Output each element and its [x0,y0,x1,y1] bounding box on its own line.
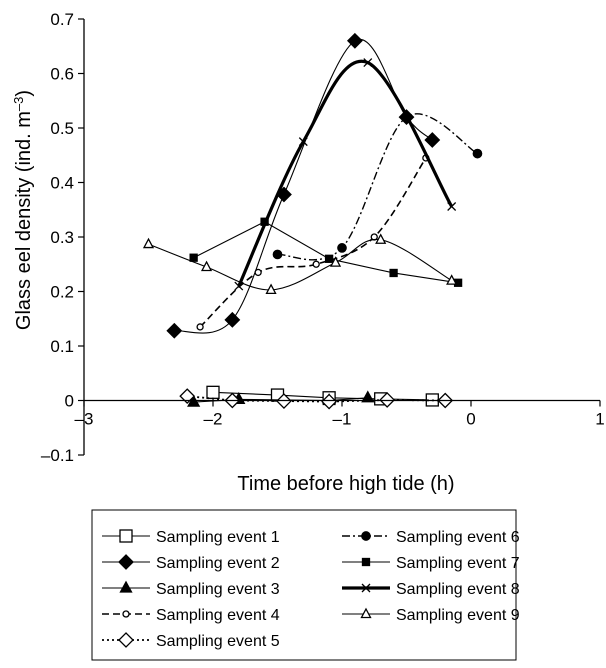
data-point-sampling-event-5 [321,393,338,410]
y-tick-label: 0.1 [50,337,74,356]
legend-marker-sampling-event-1 [119,529,133,543]
series-sampling-event-9 [142,233,458,295]
series-line-sampling-event-6 [277,113,478,261]
legend-marker-sampling-event-4 [122,610,130,618]
data-point-sampling-event-2 [166,322,183,339]
legend-item-sampling-event-2: Sampling event 2 [102,554,280,572]
legend-marker-sampling-event-5 [118,632,134,648]
legend-marker-sampling-event-8 [361,583,371,593]
legend-label-sampling-event-8: Sampling event 8 [396,581,520,598]
legend-marker-sampling-event-6 [361,531,371,541]
y-tick-label: 0.7 [50,10,74,29]
y-axis-title: Glass eel density (ind. m–3) [11,90,36,330]
series-line-sampling-event-4 [199,157,427,328]
y-tick-label: –0.1 [41,446,74,465]
data-point-sampling-event-2 [346,32,363,49]
legend-label-sampling-event-7: Sampling event 7 [396,555,520,572]
data-point-sampling-event-9 [142,237,155,249]
data-point-sampling-event-9 [329,256,342,267]
data-point-sampling-event-9 [375,233,387,244]
data-point-sampling-event-2 [424,132,441,148]
data-point-sampling-event-6 [472,148,483,159]
legend-label-sampling-event-1: Sampling event 1 [156,529,280,546]
legend-item-sampling-event-8: Sampling event 8 [342,581,520,598]
legend-label-sampling-event-9: Sampling event 9 [396,607,520,624]
legend-box [91,509,517,661]
x-axis-title: Time before high tide (h) [237,473,454,495]
data-point-sampling-event-7 [389,268,398,278]
y-tick-label: 0.3 [50,228,74,247]
data-point-sampling-event-6 [337,243,347,253]
legend-item-sampling-event-9: Sampling event 9 [342,607,520,624]
x-tick-label: –2 [204,410,223,429]
data-point-sampling-event-5 [179,388,196,405]
series-line-sampling-event-9 [148,238,452,291]
y-axis-title-superscript: –3 [11,97,26,111]
series-sampling-event-5 [179,388,454,410]
axes: –0.1 0 0.1 0.2 0.3 0.4 0.5 0.6 0.7 –3 –2 –1 0 1 [41,10,605,465]
legend-label-sampling-event-3: Sampling event 3 [156,581,280,598]
legend: Sampling event 1 Sampling event 2 Sampling… [91,509,520,661]
legend-label-sampling-event-5: Sampling event 5 [156,633,280,650]
legend-item-sampling-event-5: Sampling event 5 [102,632,280,650]
legend-item-sampling-event-3: Sampling event 3 [102,580,280,598]
data-point-sampling-event-2 [224,311,241,328]
y-tick-label: 0.6 [50,65,74,84]
data-point-sampling-event-4 [196,323,204,331]
data-point-sampling-event-4 [254,268,262,277]
data-point-sampling-event-6 [272,249,283,260]
legend-marker-sampling-event-9 [360,607,372,619]
legend-label-sampling-event-6: Sampling event 6 [396,529,520,546]
x-tick-label: 1 [595,410,604,429]
legend-marker-sampling-event-7 [361,557,371,567]
plot-area [142,32,483,410]
data-point-sampling-event-9 [265,283,277,295]
series-sampling-event-2 [166,32,441,339]
legend-item-sampling-event-1: Sampling event 1 [102,529,280,546]
legend-item-sampling-event-7: Sampling event 7 [342,555,520,572]
legend-label-sampling-event-4: Sampling event 4 [156,607,280,624]
y-tick-label: 0.5 [50,119,74,138]
data-point-sampling-event-3 [361,390,375,403]
x-tick-label: –3 [75,410,94,429]
data-point-sampling-event-7 [324,254,334,263]
data-point-sampling-event-7 [189,253,198,262]
data-point-sampling-event-8 [447,202,457,211]
y-axis-title-close: ) [13,90,35,97]
data-point-sampling-event-9 [200,260,213,272]
series-line-sampling-event-7 [193,221,459,284]
x-tick-label: –1 [333,410,352,429]
series-sampling-event-8 [234,58,457,291]
data-point-sampling-event-8 [298,137,308,147]
data-point-sampling-event-1 [206,385,220,399]
data-point-sampling-event-9 [446,274,458,285]
y-tick-label: 0.2 [50,283,74,302]
legend-label-sampling-event-2: Sampling event 2 [156,555,280,572]
series-sampling-event-4 [196,154,430,331]
y-axis-title-main: Glass eel density (ind. m [13,111,35,330]
series-line-sampling-event-8 [237,59,454,287]
series-line-sampling-event-2 [174,38,433,334]
data-point-sampling-event-8 [363,58,373,68]
data-point-sampling-event-4 [312,260,320,268]
legend-marker-sampling-event-2 [118,554,134,570]
series-sampling-event-7 [189,217,463,287]
y-tick-label: 0.4 [50,174,74,193]
x-tick-label: 0 [466,410,475,429]
legend-marker-sampling-event-3 [119,580,133,593]
legend-item-sampling-event-4: Sampling event 4 [102,607,280,624]
y-tick-label: 0 [65,392,74,411]
legend-item-sampling-event-6: Sampling event 6 [342,529,520,546]
